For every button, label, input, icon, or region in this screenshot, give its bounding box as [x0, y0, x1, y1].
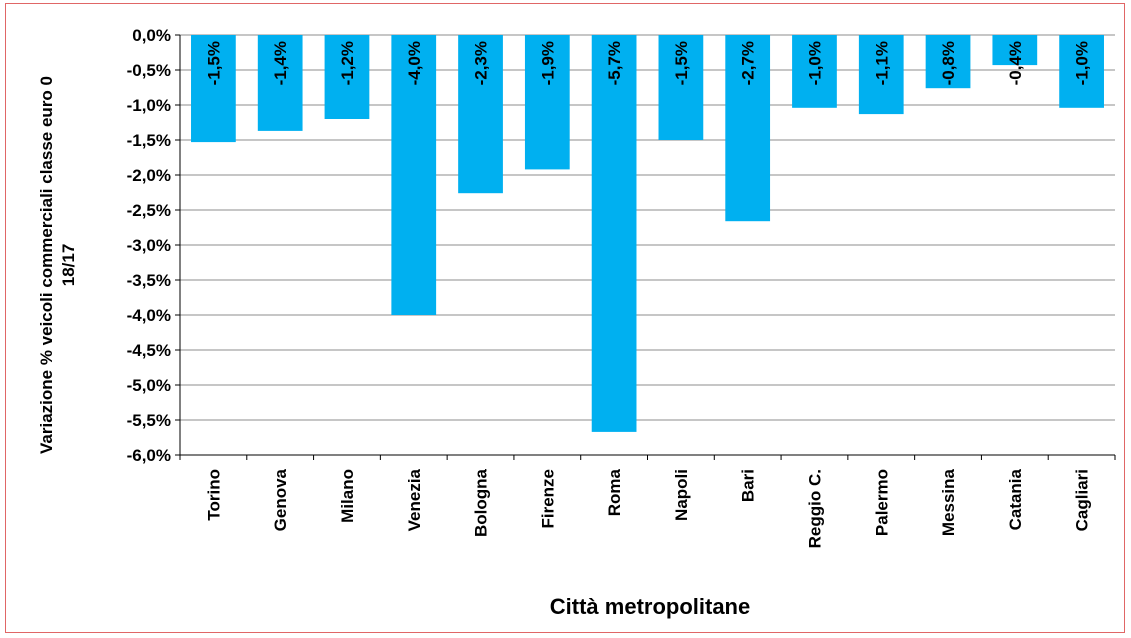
y-tick-label: -3,5%	[127, 271, 171, 290]
bar	[992, 35, 1038, 66]
y-tick-label: -5,0%	[127, 376, 171, 395]
bar	[725, 35, 771, 222]
x-axis-title: Città metropolitane	[550, 594, 750, 619]
x-tick-label: Firenze	[538, 469, 557, 529]
data-label: -1,4%	[271, 41, 290, 85]
bar	[658, 35, 704, 140]
x-tick-labels: Torino Genova Milano Venezia Bologna Firenze R…	[204, 468, 1091, 548]
y-tick-label: -1,0%	[127, 96, 171, 115]
y-tick-label: -4,0%	[127, 306, 171, 325]
x-tick-label: Roma	[605, 468, 624, 516]
data-label: -0,8%	[939, 41, 958, 85]
y-tick-label: -3,0%	[127, 236, 171, 255]
x-tick-label: Napoli	[672, 469, 691, 521]
x-tick-label: Catania	[1006, 468, 1025, 530]
data-label: -1,5%	[672, 41, 691, 85]
y-tick-label: -5,5%	[127, 411, 171, 430]
y-tick-label: -4,5%	[127, 341, 171, 360]
bar	[1059, 35, 1104, 108]
gridlines	[175, 34, 1115, 456]
data-label: -2,7%	[739, 41, 758, 85]
x-tick-label: Reggio C.	[805, 469, 824, 548]
bars	[191, 35, 1104, 432]
y-axis-title-line: 18/17	[59, 244, 78, 287]
y-tick-label: 0,0%	[132, 26, 171, 45]
y-tick-label: -6,0%	[127, 446, 171, 465]
bar	[324, 35, 370, 119]
y-axis-title: Variazione % veicoli commerciali classe …	[37, 76, 78, 454]
bar	[257, 35, 303, 131]
data-label: -1,5%	[204, 41, 223, 85]
data-label: -5,7%	[605, 41, 624, 85]
data-label: -1,0%	[805, 41, 824, 85]
y-tick-labels: 0,0% -0,5% -1,0% -1,5% -2,0% -2,5% -3,0% -3,5% -…	[127, 26, 171, 465]
y-axis-title-line: Variazione % veicoli commerciali classe …	[37, 76, 56, 454]
bar	[524, 35, 570, 170]
y-tick-label: -2,0%	[127, 166, 171, 185]
x-tick-label: Bologna	[472, 468, 491, 537]
bar	[458, 35, 503, 194]
x-tick-label: Bari	[739, 469, 758, 502]
x-tick-label: Messina	[939, 468, 958, 536]
data-label: -0,4%	[1006, 41, 1025, 85]
x-tick-label: Venezia	[405, 468, 424, 531]
bar	[792, 35, 837, 108]
x-tick-label: Palermo	[872, 469, 891, 536]
data-label: -1,0%	[1073, 41, 1092, 85]
bar	[858, 35, 904, 115]
bar	[591, 35, 637, 432]
x-tick-label: Torino	[204, 469, 223, 521]
bar	[391, 35, 437, 315]
bar	[191, 35, 236, 143]
x-tick-label: Milano	[338, 469, 357, 523]
data-label: -2,3%	[472, 41, 491, 85]
y-tick-label: -0,5%	[127, 61, 171, 80]
axes	[179, 35, 1116, 460]
data-label: -1,1%	[872, 41, 891, 85]
y-tick-label: -2,5%	[127, 201, 171, 220]
x-tick-label: Cagliari	[1073, 469, 1092, 531]
data-label: -1,2%	[338, 41, 357, 85]
data-labels: -1,5% -1,4% -1,2% -4,0% -2,3% -1,9% -5,7% -1,5%…	[204, 41, 1091, 85]
bar	[925, 35, 971, 89]
data-label: -4,0%	[405, 41, 424, 85]
data-label: -1,9%	[538, 41, 557, 85]
y-tick-label: -1,5%	[127, 131, 171, 150]
x-tick-label: Genova	[271, 468, 290, 531]
